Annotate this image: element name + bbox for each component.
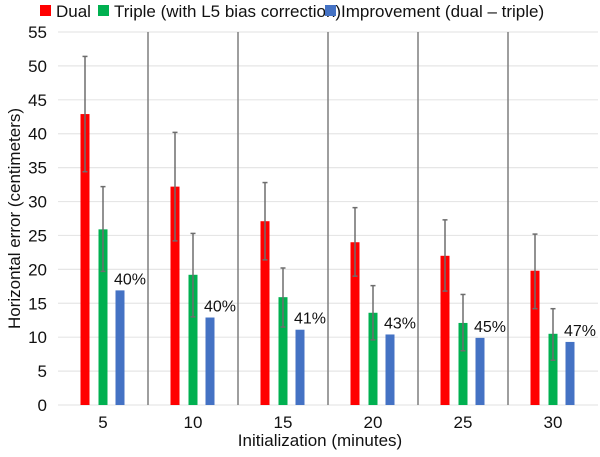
y-axis-title: Horizontal error (centimeters) — [5, 108, 24, 329]
bar-1-15 — [278, 297, 288, 405]
y-tick-label: 45 — [28, 91, 47, 110]
x-tick-label: 25 — [454, 413, 473, 432]
y-tick-label: 0 — [38, 396, 47, 415]
legend-swatch-2 — [325, 5, 336, 16]
bar-0-15 — [260, 221, 270, 405]
y-tick-label: 55 — [28, 23, 47, 42]
bar-2-15 — [295, 329, 305, 405]
data-label: 45% — [474, 319, 506, 336]
bar-1-30 — [548, 333, 558, 405]
legend-label-0: Dual — [56, 2, 91, 21]
data-label: 41% — [294, 311, 326, 328]
bar-1-20 — [368, 312, 378, 405]
bar-0-30 — [530, 270, 540, 405]
y-tick-label: 20 — [28, 260, 47, 279]
legend-label-1: Triple (with L5 bias correction) — [114, 2, 341, 21]
data-label: 43% — [384, 315, 416, 332]
legend-swatch-1 — [98, 5, 109, 16]
bar-2-10 — [205, 317, 215, 405]
bar-0-10 — [170, 186, 180, 405]
y-tick-label: 35 — [28, 159, 47, 178]
data-label: 40% — [204, 299, 236, 316]
bar-0-25 — [440, 255, 450, 405]
x-axis-title: Initialization (minutes) — [238, 431, 402, 450]
x-tick-label: 30 — [544, 413, 563, 432]
x-tick-label: 10 — [184, 413, 203, 432]
y-tick-label: 30 — [28, 193, 47, 212]
y-tick-label: 40 — [28, 125, 47, 144]
legend-label-2: Improvement (dual – triple) — [341, 2, 544, 21]
bar-2-30 — [565, 341, 575, 405]
x-tick-label: 15 — [274, 413, 293, 432]
bar-2-20 — [385, 334, 395, 405]
bar-1-25 — [458, 322, 468, 405]
bar-2-25 — [475, 337, 485, 405]
data-label: 40% — [114, 271, 146, 288]
y-tick-label: 5 — [38, 362, 47, 381]
bar-0-20 — [350, 242, 360, 405]
y-tick-label: 15 — [28, 294, 47, 313]
data-label: 47% — [564, 323, 596, 340]
bar-1-10 — [188, 274, 198, 405]
y-tick-label: 50 — [28, 57, 47, 76]
legend-swatch-0 — [40, 5, 51, 16]
y-tick-label: 25 — [28, 226, 47, 245]
bar-0-5 — [80, 114, 90, 405]
x-tick-label: 5 — [98, 413, 107, 432]
bar-1-5 — [98, 229, 108, 405]
y-tick-label: 10 — [28, 328, 47, 347]
bar-2-5 — [115, 290, 125, 405]
x-tick-label: 20 — [364, 413, 383, 432]
